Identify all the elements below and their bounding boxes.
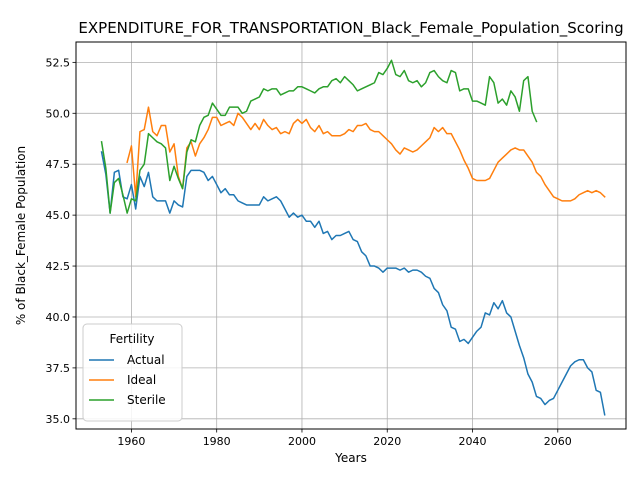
y-tick-label: 42.5 — [46, 260, 71, 273]
x-tick-label: 2060 — [544, 435, 572, 448]
y-axis-label: % of Black_Female Population — [14, 146, 28, 325]
series-lines — [100, 59, 606, 416]
series-line-actual — [100, 151, 606, 416]
legend-title: Fertility — [109, 332, 154, 346]
legend-label-actual: Actual — [127, 353, 165, 367]
y-tick-label: 35.0 — [46, 413, 71, 426]
x-tick-label: 2000 — [288, 435, 316, 448]
y-tick-label: 40.0 — [46, 311, 71, 324]
x-tick-label: 1980 — [203, 435, 231, 448]
x-tick-label: 2020 — [373, 435, 401, 448]
y-tick-label: 45.0 — [46, 209, 71, 222]
x-tick-label: 1960 — [117, 435, 145, 448]
x-axis-label: Years — [334, 451, 367, 465]
legend-label-ideal: Ideal — [127, 373, 156, 387]
plot-frame — [75, 41, 627, 430]
series-line-sterile — [100, 59, 538, 214]
y-tick-label: 52.5 — [46, 56, 71, 69]
y-tick-label: 50.0 — [46, 107, 71, 120]
legend: Fertility Actual Ideal Sterile — [82, 323, 183, 422]
chart-title: EXPENDITURE_FOR_TRANSPORTATION_Black_Fem… — [78, 19, 623, 38]
y-tick-label: 47.5 — [46, 158, 71, 171]
y-tick-label: 37.5 — [46, 362, 71, 375]
axis-ticks: 1960 1980 2000 2020 2040 2060 35.0 37.5 40.0 42.5… — [46, 56, 572, 448]
legend-box — [82, 323, 183, 422]
x-tick-label: 2040 — [459, 435, 487, 448]
legend-label-sterile: Sterile — [127, 393, 166, 407]
series-line-ideal — [126, 106, 606, 202]
